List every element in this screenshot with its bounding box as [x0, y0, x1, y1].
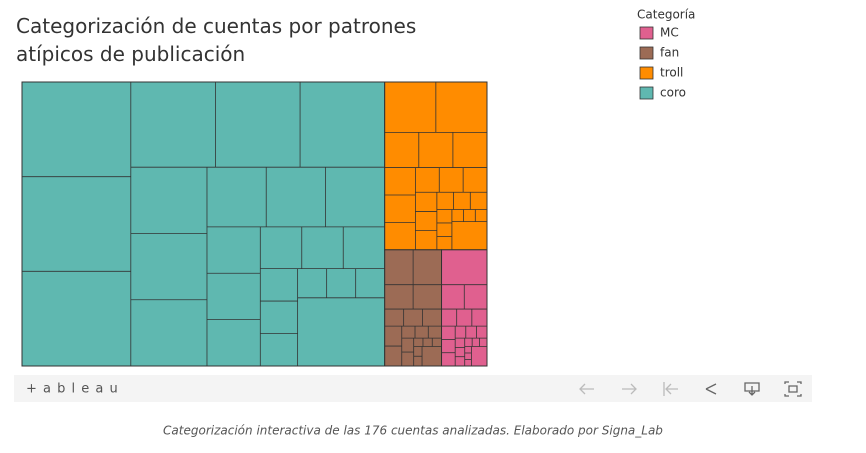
legend-swatch — [639, 66, 654, 80]
treemap-cell — [21, 81, 386, 367]
legend-label: coro — [660, 86, 686, 100]
share-icon[interactable] — [705, 383, 717, 395]
category-group — [384, 249, 443, 367]
category-group — [21, 81, 386, 367]
legend-swatch — [639, 46, 654, 60]
caption: Categorización interactiva de las 176 cu… — [163, 424, 663, 438]
fullscreen-icon[interactable] — [784, 381, 802, 397]
legend-swatch — [639, 26, 654, 40]
legend-title: Categoría — [637, 8, 695, 22]
toolbar-actions — [705, 381, 802, 397]
download-icon[interactable] — [744, 382, 760, 396]
redo-icon[interactable] — [622, 383, 637, 395]
legend-label: troll — [660, 66, 683, 80]
legend-label: MC — [660, 26, 679, 40]
legend-label: fan — [660, 46, 679, 60]
legend-swatch — [639, 86, 654, 100]
revert-icon[interactable] — [663, 382, 678, 396]
category-group — [441, 249, 488, 367]
toolbar-icons — [579, 382, 678, 396]
category-group — [384, 81, 488, 251]
undo-icon[interactable] — [579, 383, 594, 395]
toolbar-logo[interactable]: + a b l e a u — [26, 382, 119, 397]
chart-title: Categorización de cuentas por patrones a… — [16, 14, 417, 66]
title-box: Categorización de cuentas por patrones a… — [16, 14, 417, 66]
toolbar — [14, 375, 812, 402]
